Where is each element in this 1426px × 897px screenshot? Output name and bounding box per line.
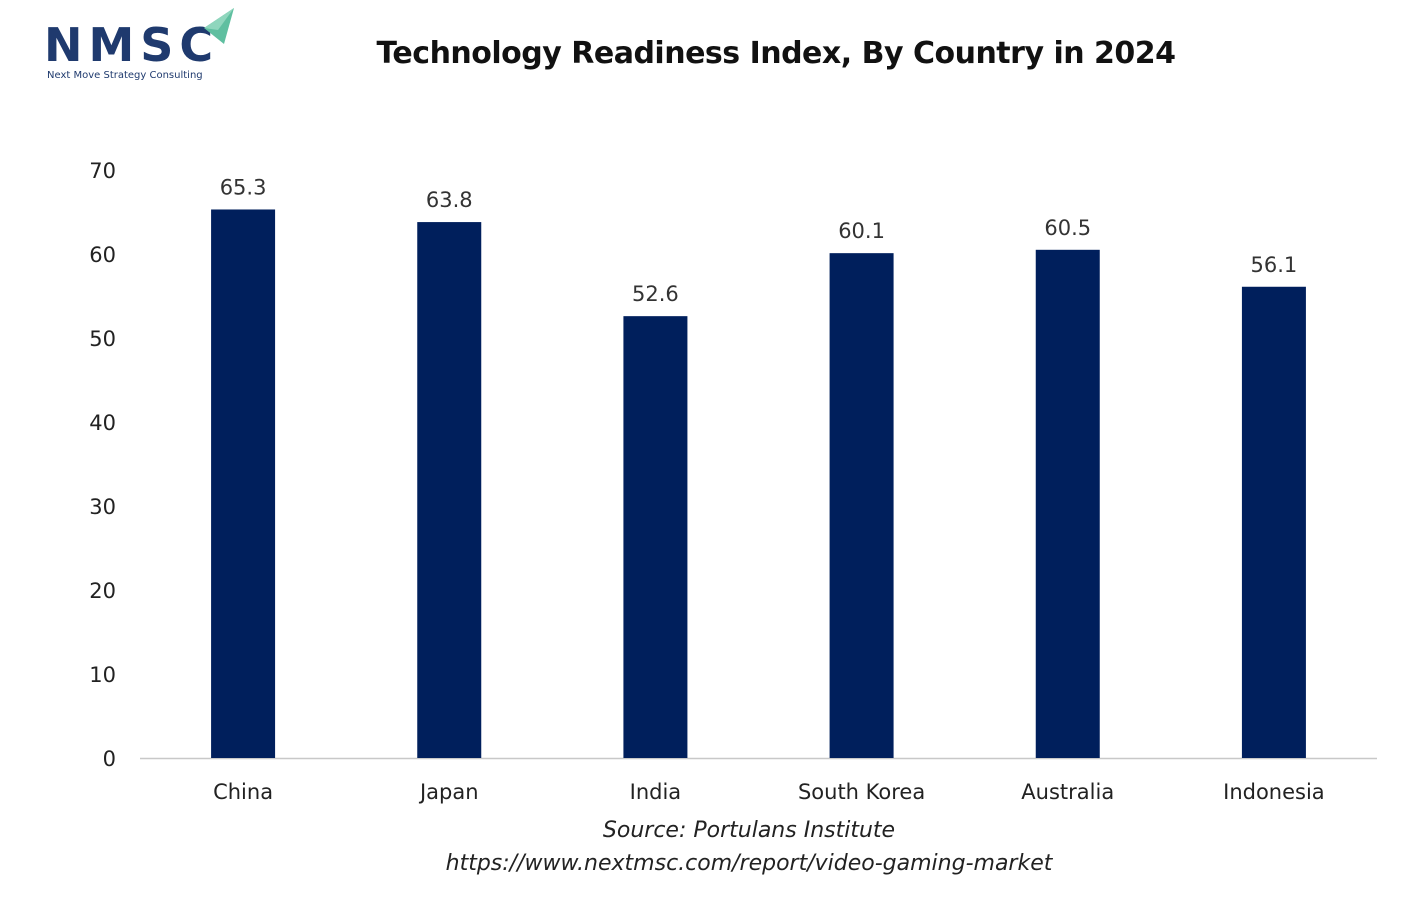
x-tick-label: Japan <box>418 780 479 804</box>
y-tick-label: 60 <box>89 243 116 267</box>
bar <box>829 253 894 758</box>
x-tick-label: Australia <box>1021 780 1114 804</box>
bar <box>417 222 482 758</box>
data-label: 60.1 <box>838 219 885 243</box>
company-logo: NMSC Next Move Strategy Consulting <box>44 6 244 88</box>
y-tick-label: 70 <box>89 159 116 183</box>
data-label: 65.3 <box>220 175 267 199</box>
bar <box>211 209 276 759</box>
y-tick-label: 40 <box>89 411 116 435</box>
chart-title: Technology Readiness Index, By Country i… <box>376 36 1176 71</box>
x-tick-label: India <box>630 780 682 804</box>
data-label: 63.8 <box>426 188 473 212</box>
logo-tagline: Next Move Strategy Consulting <box>47 70 203 81</box>
bar <box>1241 286 1306 758</box>
y-tick-label: 0 <box>103 747 116 771</box>
data-label: 60.5 <box>1044 216 1091 240</box>
y-tick-label: 30 <box>89 495 116 519</box>
x-tick-label: China <box>213 780 273 804</box>
y-tick-label: 20 <box>89 579 116 603</box>
bar <box>1035 249 1100 759</box>
x-tick-label: Indonesia <box>1223 780 1325 804</box>
paper-plane-icon <box>204 8 234 44</box>
source-note: Source: Portulans Institute <box>602 818 896 843</box>
data-label: 52.6 <box>632 282 679 306</box>
bar <box>623 316 688 758</box>
y-tick-label: 10 <box>89 663 116 687</box>
y-tick-label: 50 <box>89 327 116 351</box>
logo-wordmark: NMSC <box>44 18 220 72</box>
source-url: https://www.nextmsc.com/report/video-gam… <box>445 851 1053 876</box>
data-label: 56.1 <box>1251 253 1298 277</box>
x-tick-label: South Korea <box>798 780 925 804</box>
